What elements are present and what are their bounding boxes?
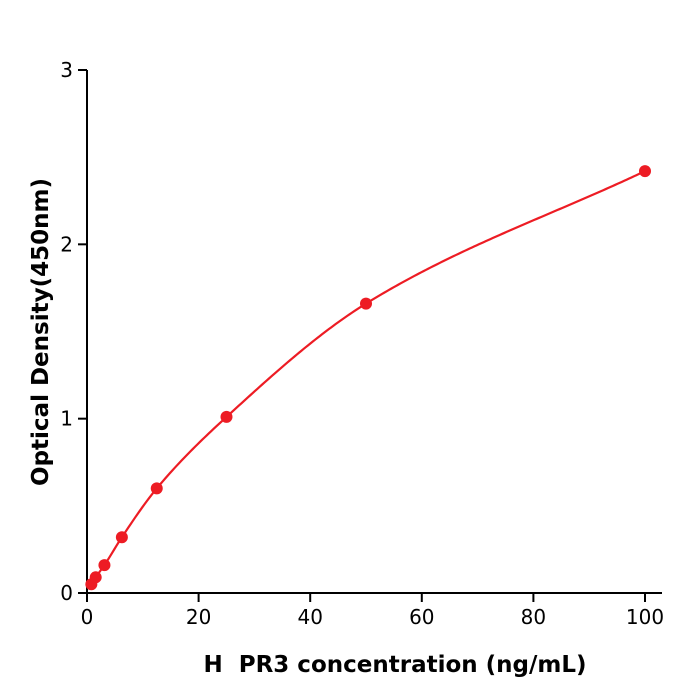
data-point-marker bbox=[89, 571, 102, 584]
axis-spines bbox=[86, 70, 662, 594]
y-tick-label: 3 bbox=[60, 58, 73, 82]
y-tick-label: 1 bbox=[60, 407, 73, 431]
x-tick-label: 20 bbox=[186, 605, 211, 629]
x-tick-label: 60 bbox=[409, 605, 434, 629]
standard-curve-line bbox=[90, 170, 647, 586]
data-point-marker bbox=[98, 559, 111, 572]
x-tick-label: 40 bbox=[297, 605, 322, 629]
x-tick-label: 0 bbox=[81, 605, 94, 629]
data-point-marker bbox=[150, 482, 163, 495]
y-axis-label: Optical Density(450nm) bbox=[28, 178, 54, 486]
y-tick-label: 2 bbox=[60, 232, 73, 256]
data-point-marker bbox=[220, 410, 233, 423]
x-tick-label: 80 bbox=[521, 605, 546, 629]
data-point-marker bbox=[639, 165, 651, 178]
x-tick-label: 100 bbox=[626, 605, 664, 629]
y-tick-label: 0 bbox=[60, 581, 73, 605]
data-point-marker bbox=[360, 297, 372, 310]
x-axis-label: H PR3 concentration (ng/mL) bbox=[203, 652, 587, 678]
data-point-marker bbox=[115, 531, 128, 544]
